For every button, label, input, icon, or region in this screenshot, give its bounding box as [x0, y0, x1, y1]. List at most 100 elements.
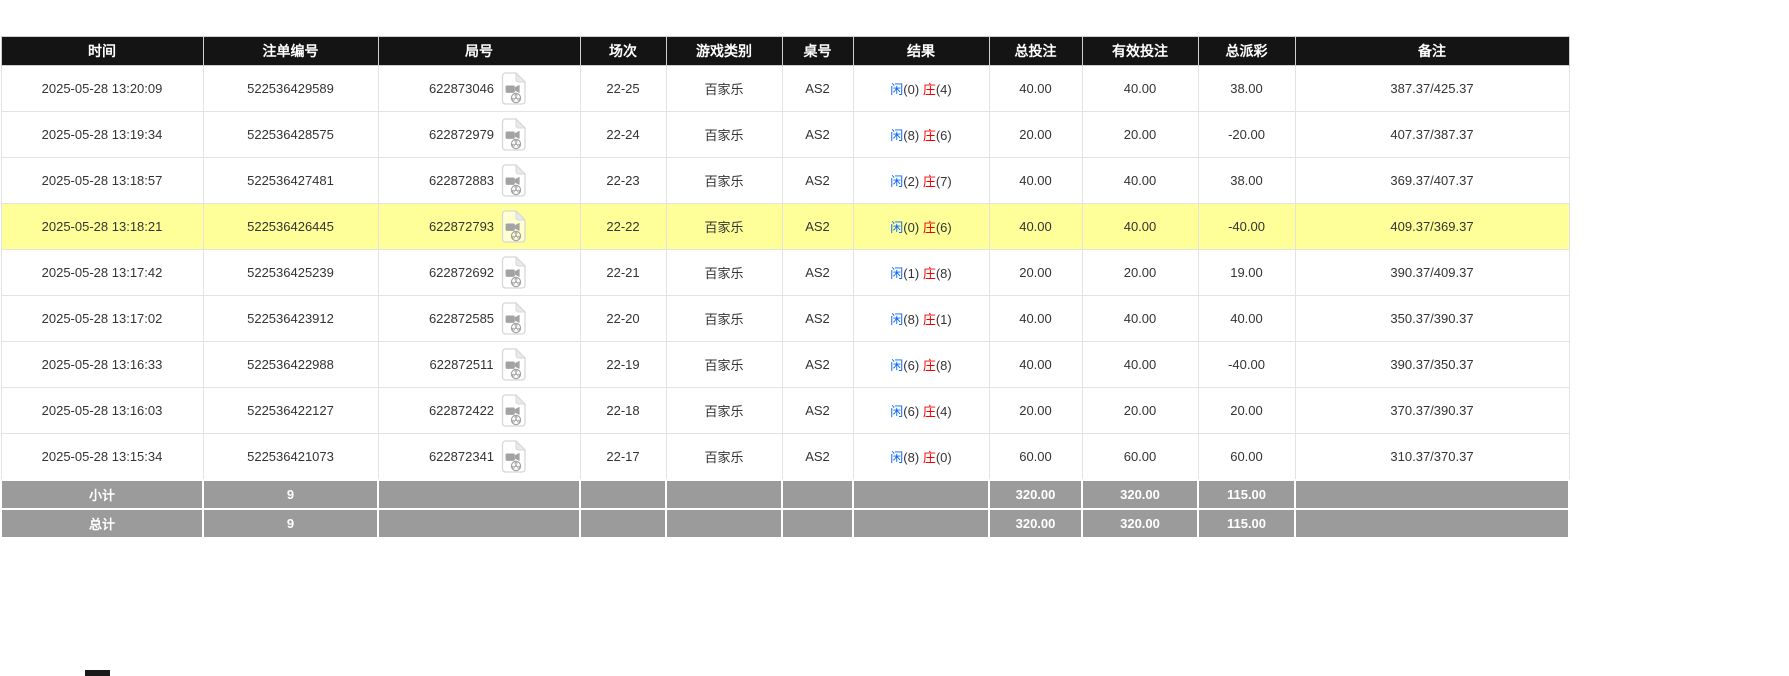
cell-total-bet[interactable]: 40.00	[988, 157, 1083, 204]
summary-empty-cell	[852, 507, 990, 539]
cell-round-id: 622872585	[377, 295, 581, 342]
cell-time: 2025-05-28 13:17:02	[0, 295, 204, 342]
summary-empty-cell	[852, 478, 990, 510]
video-file-icon[interactable]	[499, 346, 529, 384]
table-row[interactable]: 2025-05-28 13:15:34 522536421073 622872341…	[0, 433, 1570, 480]
player-score: (8)	[903, 128, 920, 143]
banker-label: 庄	[922, 82, 936, 97]
column-header: 场次	[579, 36, 667, 66]
cell-session: 22-22	[579, 203, 667, 250]
cell-table-no: AS2	[781, 249, 854, 296]
table-row[interactable]: 2025-05-28 13:16:03 522536422127 622872422…	[0, 387, 1570, 434]
cell-total-payout: -40.00	[1197, 203, 1296, 250]
summary-empty-cell	[1294, 478, 1570, 510]
banker-score: (1)	[935, 312, 952, 327]
player-score: (6)	[903, 358, 920, 373]
player-label: 闲	[890, 128, 904, 143]
cell-valid-bet: 20.00	[1081, 249, 1199, 296]
video-file-icon[interactable]	[499, 392, 529, 430]
summary-valid-bet: 320.00	[1081, 507, 1199, 539]
cell-result: 闲(0) 庄(6)	[852, 203, 990, 250]
cell-time: 2025-05-28 13:16:03	[0, 387, 204, 434]
round-number: 622872692	[428, 265, 495, 280]
cell-game-type: 百家乐	[665, 387, 783, 434]
column-header: 有效投注	[1081, 36, 1199, 66]
bet-records-table: 时间 注单编号 局号 场次 游戏类别 桌号 结果 总投注 有效投注 总派彩 备注 2025-05-2…	[0, 36, 1570, 539]
cell-total-payout: -40.00	[1197, 341, 1296, 388]
cell-bet-id: 522536422127	[202, 387, 379, 434]
cell-total-bet[interactable]: 40.00	[988, 295, 1083, 342]
cell-table-no: AS2	[781, 433, 854, 480]
cell-total-bet[interactable]: 20.00	[988, 387, 1083, 434]
cell-session: 22-17	[579, 433, 667, 480]
cell-remark: 407.37/387.37	[1294, 111, 1570, 158]
round-number: 622872585	[428, 311, 495, 326]
cell-result: 闲(8) 庄(1)	[852, 295, 990, 342]
cell-bet-id: 522536423912	[202, 295, 379, 342]
cell-total-payout: 19.00	[1197, 249, 1296, 296]
cell-total-bet[interactable]: 40.00	[988, 65, 1083, 112]
video-file-icon[interactable]	[499, 70, 529, 108]
summary-empty-cell	[781, 507, 854, 539]
table-row[interactable]: 2025-05-28 13:19:34 522536428575 622872979…	[0, 111, 1570, 158]
cell-total-bet[interactable]: 60.00	[988, 433, 1083, 480]
cell-game-type: 百家乐	[665, 111, 783, 158]
cell-total-payout: -20.00	[1197, 111, 1296, 158]
table-row[interactable]: 2025-05-28 13:18:57 522536427481 622872883…	[0, 157, 1570, 204]
cell-session: 22-18	[579, 387, 667, 434]
cell-session: 22-25	[579, 65, 667, 112]
column-header: 桌号	[781, 36, 854, 66]
cell-game-type: 百家乐	[665, 433, 783, 480]
summary-empty-cell	[665, 507, 783, 539]
summary-total-bet: 320.00	[988, 478, 1083, 510]
cell-session: 22-19	[579, 341, 667, 388]
column-header: 总投注	[988, 36, 1083, 66]
banker-label: 庄	[922, 174, 936, 189]
video-file-icon[interactable]	[499, 300, 529, 338]
cell-valid-bet: 60.00	[1081, 433, 1199, 480]
cell-total-bet[interactable]: 20.00	[988, 111, 1083, 158]
cell-total-payout: 38.00	[1197, 65, 1296, 112]
player-label: 闲	[890, 312, 904, 327]
table-row[interactable]: 2025-05-28 13:20:09 522536429589 622873046…	[0, 65, 1570, 112]
banker-label: 庄	[922, 449, 936, 465]
video-file-icon[interactable]	[499, 437, 529, 475]
cell-table-no: AS2	[781, 111, 854, 158]
cell-valid-bet: 40.00	[1081, 341, 1199, 388]
banker-label: 庄	[922, 266, 936, 281]
video-file-icon[interactable]	[499, 162, 529, 200]
cell-total-bet[interactable]: 40.00	[988, 203, 1083, 250]
cell-game-type: 百家乐	[665, 65, 783, 112]
summary-empty-cell	[579, 478, 667, 510]
column-header: 总派彩	[1197, 36, 1296, 66]
cell-bet-id: 522536427481	[202, 157, 379, 204]
cell-bet-id: 522536426445	[202, 203, 379, 250]
player-score: (8)	[903, 312, 920, 327]
cell-valid-bet: 40.00	[1081, 65, 1199, 112]
cell-round-id: 622872341	[377, 433, 581, 480]
player-score: (0)	[903, 82, 920, 97]
table-row[interactable]: 2025-05-28 13:18:21 522536426445 622872793…	[0, 203, 1570, 250]
cell-round-id: 622872511	[377, 341, 581, 388]
summary-label: 总计	[0, 507, 204, 539]
banker-score: (4)	[935, 82, 952, 97]
table-row[interactable]: 2025-05-28 13:16:33 522536422988 622872511…	[0, 341, 1570, 388]
cell-time: 2025-05-28 13:15:34	[0, 433, 204, 480]
cell-total-bet[interactable]: 40.00	[988, 341, 1083, 388]
cell-total-payout: 40.00	[1197, 295, 1296, 342]
cell-session: 22-24	[579, 111, 667, 158]
column-header: 局号	[377, 36, 581, 66]
cell-table-no: AS2	[781, 387, 854, 434]
table-row[interactable]: 2025-05-28 13:17:02 522536423912 622872585…	[0, 295, 1570, 342]
table-row[interactable]: 2025-05-28 13:17:42 522536425239 622872692…	[0, 249, 1570, 296]
cell-bet-id: 522536428575	[202, 111, 379, 158]
video-file-icon[interactable]	[499, 208, 529, 246]
video-file-icon[interactable]	[499, 254, 529, 292]
banker-score: (4)	[935, 404, 952, 419]
video-file-icon[interactable]	[499, 116, 529, 154]
column-header: 时间	[0, 36, 204, 66]
cell-total-bet[interactable]: 20.00	[988, 249, 1083, 296]
cell-table-no: AS2	[781, 341, 854, 388]
banker-score: (0)	[935, 449, 952, 465]
